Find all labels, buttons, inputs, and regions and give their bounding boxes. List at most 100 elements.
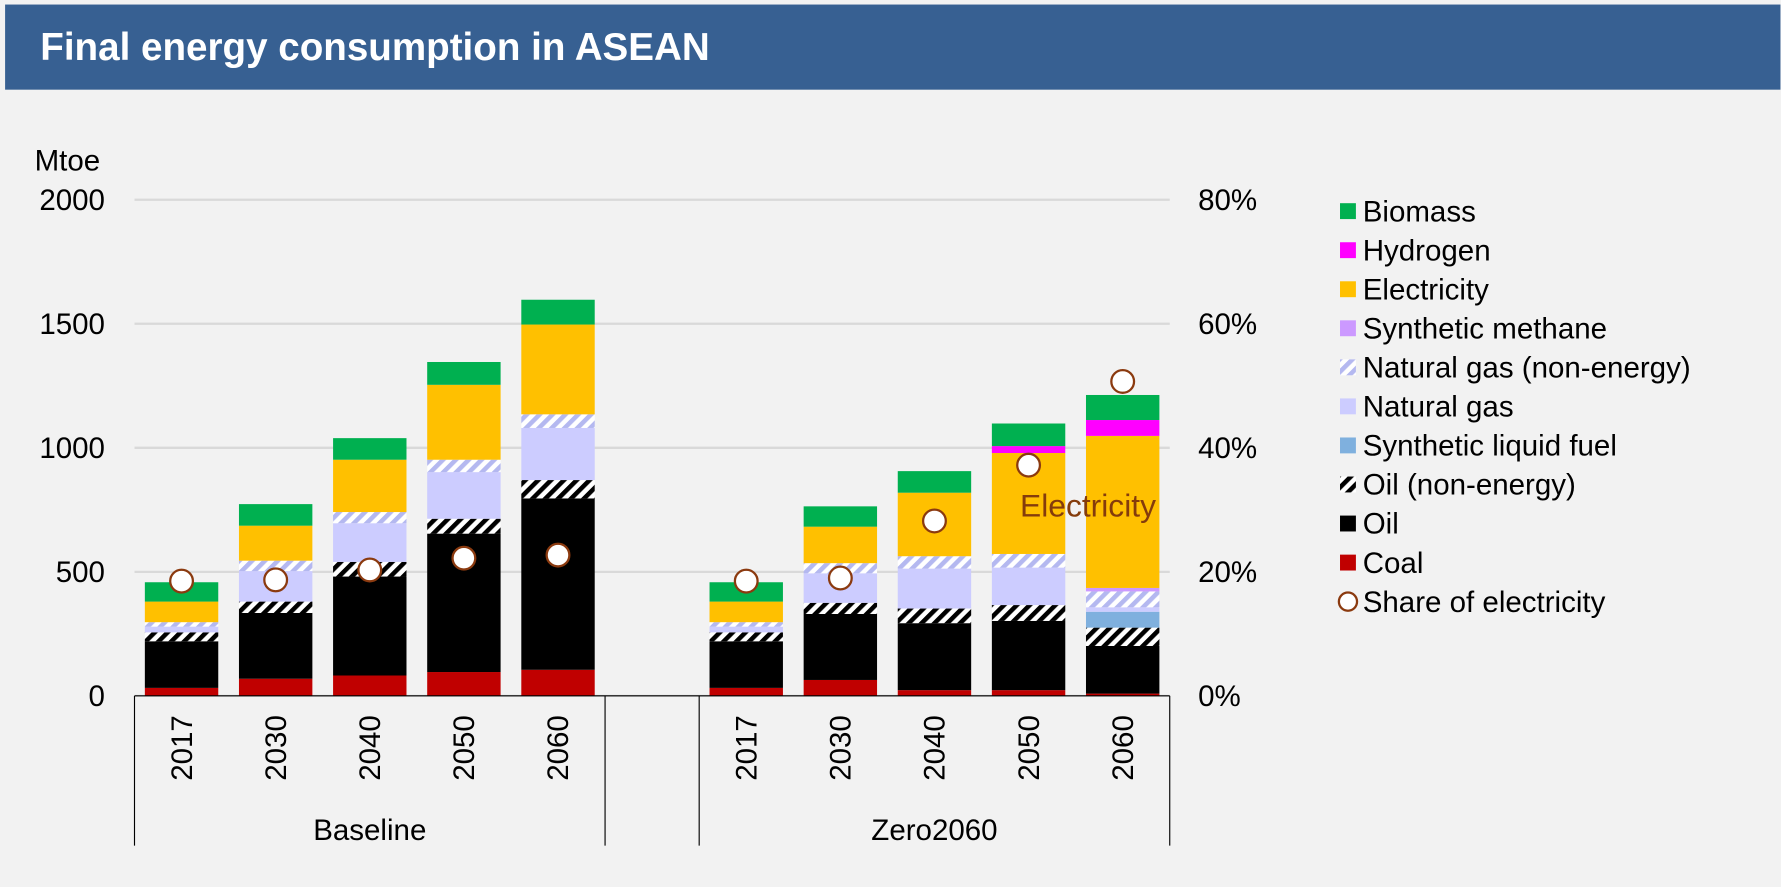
header xyxy=(5,4,1781,90)
bar-segment xyxy=(803,613,878,680)
y-axis-label: Mtoe xyxy=(35,144,101,177)
bar-segment xyxy=(897,568,972,609)
bar-segment xyxy=(427,672,501,696)
share-marker xyxy=(545,542,571,568)
x-tick-label: 2030 xyxy=(825,715,858,781)
share-marker xyxy=(1110,368,1136,394)
bar-segment xyxy=(709,632,783,642)
bar-segment xyxy=(333,459,407,513)
bar-segment xyxy=(1085,607,1160,612)
legend-label: Synthetic methane xyxy=(1363,312,1607,345)
bar-segment xyxy=(427,361,501,385)
bar-segment xyxy=(991,567,1066,606)
bar-segment xyxy=(521,427,595,481)
y2-tick-label: 20% xyxy=(1198,556,1257,589)
bar-segment xyxy=(897,471,972,493)
bar-segment xyxy=(238,678,313,696)
legend-swatch xyxy=(1340,515,1356,532)
legend-label: Synthetic liquid fuel xyxy=(1363,430,1617,463)
legend-swatch xyxy=(1340,437,1356,454)
legend-swatch xyxy=(1340,476,1356,493)
bar-segment xyxy=(1085,627,1160,646)
bar-segment xyxy=(991,553,1066,568)
bar-segment xyxy=(1085,587,1160,592)
annotation: Electricity xyxy=(1020,487,1156,523)
bar-segment xyxy=(897,690,972,696)
bar-segment xyxy=(238,601,313,613)
bar-segment xyxy=(333,675,407,696)
bar-segment xyxy=(521,498,595,670)
x-tick-label: 2040 xyxy=(919,715,952,781)
bar-segment xyxy=(238,612,313,679)
bar-segment xyxy=(521,414,595,428)
bar-segment xyxy=(1085,435,1160,588)
bar-segment xyxy=(238,560,313,572)
legend-swatch xyxy=(1340,203,1356,220)
legend-label: Hydrogen xyxy=(1363,234,1491,267)
bar-segment xyxy=(333,523,407,562)
bar-segment xyxy=(144,632,219,642)
bar-segment xyxy=(803,679,878,696)
bar-segment xyxy=(144,622,219,627)
y-tick-label: 1500 xyxy=(39,308,105,341)
bar-segment xyxy=(427,459,501,473)
share-marker xyxy=(169,568,195,594)
bar-segment xyxy=(709,601,783,623)
bar-segment xyxy=(144,687,219,696)
legend-swatch xyxy=(1340,359,1356,376)
bar-segment xyxy=(144,641,219,688)
bar-segment xyxy=(1085,611,1160,628)
bar-segment xyxy=(1085,394,1160,421)
chart-title: Final energy consumption in ASEAN xyxy=(40,26,709,69)
x-tick-label: 2060 xyxy=(542,715,575,781)
bar-segment xyxy=(803,506,878,527)
y2-tick-label: 0% xyxy=(1198,680,1241,713)
bar-segment xyxy=(709,641,783,688)
bar-segment xyxy=(333,438,407,460)
legend-label: Natural gas xyxy=(1363,391,1514,424)
bar-segment xyxy=(803,602,878,614)
legend-label: Coal xyxy=(1363,547,1424,580)
bar-segment xyxy=(521,324,595,415)
legend-label: Electricity xyxy=(1363,273,1489,306)
legend-label: Oil (non-energy) xyxy=(1363,469,1576,502)
bar-segment xyxy=(144,626,219,633)
bar-segment xyxy=(803,526,878,564)
y2-tick-label: 80% xyxy=(1198,184,1257,217)
share-marker xyxy=(451,545,477,571)
bar-segment xyxy=(521,669,595,696)
bar-segment xyxy=(1085,645,1160,694)
x-tick-label: 2017 xyxy=(166,715,199,781)
bar-segment xyxy=(991,690,1066,696)
bar-segment xyxy=(897,623,972,691)
share-marker xyxy=(827,565,853,591)
legend-label: Biomass xyxy=(1363,195,1476,228)
group-label: Zero2060 xyxy=(871,814,997,847)
x-tick-label: 2017 xyxy=(730,715,763,781)
bar-segment xyxy=(427,518,501,534)
bar-segment xyxy=(1085,591,1160,608)
y-tick-label: 0 xyxy=(89,680,105,713)
y-tick-label: 500 xyxy=(56,556,105,589)
y2-tick-label: 60% xyxy=(1198,308,1257,341)
bar-segment xyxy=(991,605,1066,621)
bar-segment xyxy=(238,504,313,526)
y-tick-label: 1000 xyxy=(39,432,105,465)
bar-segment xyxy=(144,601,219,623)
share-marker xyxy=(921,508,947,534)
legend-swatch xyxy=(1340,554,1356,571)
bar-segment xyxy=(238,525,313,561)
bar-segment xyxy=(709,687,783,696)
bar-segment xyxy=(991,620,1066,691)
legend-swatch xyxy=(1340,320,1356,337)
x-tick-label: 2040 xyxy=(354,715,387,781)
share-marker xyxy=(1016,452,1042,478)
x-tick-label: 2050 xyxy=(1013,715,1046,781)
bar-segment xyxy=(1085,693,1160,696)
x-tick-label: 2050 xyxy=(448,715,481,781)
bar-segment xyxy=(991,423,1066,447)
bar-segment xyxy=(427,472,501,519)
bar-segment xyxy=(709,626,783,633)
